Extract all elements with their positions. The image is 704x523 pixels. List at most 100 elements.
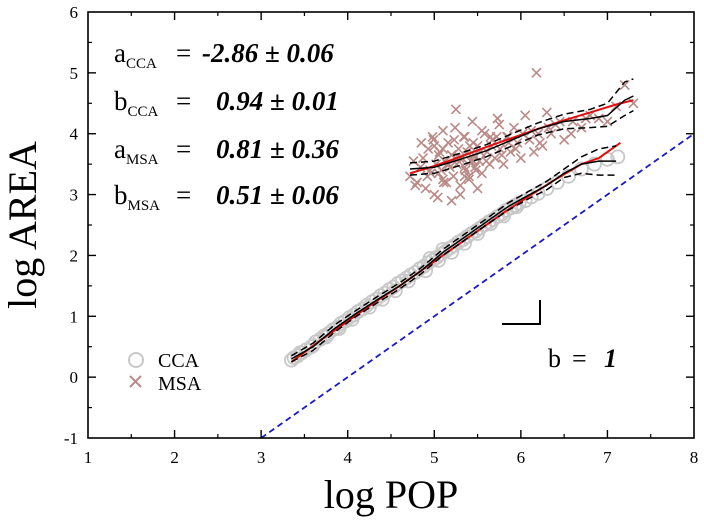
cca-upper-bound-line xyxy=(291,145,617,357)
cca-point xyxy=(292,345,308,361)
msa-point xyxy=(468,156,479,167)
msa-point xyxy=(492,113,503,124)
msa-point xyxy=(515,152,526,164)
cca-lower-bound-line xyxy=(291,172,617,363)
x-tick-label: 6 xyxy=(517,448,526,467)
annotation-eq: = xyxy=(176,38,191,68)
msa-point xyxy=(463,174,474,185)
msa-point xyxy=(437,174,449,185)
y-tick-label: 4 xyxy=(70,125,79,144)
cca-point xyxy=(305,338,321,353)
fit-parameters: aCCA = -2.86 ± 0.06 bCCA = 0.94 ± 0.01 a… xyxy=(114,38,339,214)
msa-point xyxy=(416,137,427,148)
msa-point xyxy=(449,122,461,133)
legend-msa-marker xyxy=(129,375,142,388)
msa-lower-bound-line xyxy=(409,109,634,176)
msa-point xyxy=(455,189,466,200)
msa-point xyxy=(467,116,478,127)
msa-point xyxy=(446,195,457,206)
msa-point xyxy=(494,119,505,130)
x-tick-label: 5 xyxy=(430,448,439,467)
msa-upper-bound-line xyxy=(409,78,634,164)
msa-point xyxy=(459,131,470,142)
cca-point xyxy=(344,311,360,327)
y-tick-label: 0 xyxy=(70,368,79,387)
y-axis-label: log AREA xyxy=(0,141,45,309)
msa-point xyxy=(512,137,523,148)
x-tick-label: 2 xyxy=(170,448,179,467)
msa-point xyxy=(505,146,516,158)
msa-point xyxy=(448,171,459,182)
x-tick-label: 7 xyxy=(603,448,612,467)
msa-point xyxy=(498,159,509,170)
legend: CCA MSA xyxy=(128,350,202,395)
cca-point xyxy=(587,156,602,172)
msa-point xyxy=(528,146,539,158)
annotation-value: 0.51 ± 0.06 xyxy=(216,180,339,210)
cca-point xyxy=(610,149,626,165)
msa-point xyxy=(472,183,483,194)
x-tick-label: 3 xyxy=(257,448,266,467)
msa-point xyxy=(469,162,481,173)
legend-cca-marker xyxy=(128,352,144,368)
slope-indicator: b = 1 xyxy=(502,300,617,373)
msa-point xyxy=(463,171,474,182)
msa-point xyxy=(455,180,466,191)
msa-point xyxy=(520,110,531,121)
annotation-eq: = xyxy=(176,86,191,116)
msa-point xyxy=(429,189,440,200)
msa-point xyxy=(410,180,421,191)
slope-value: 1 xyxy=(604,344,617,373)
msa-point xyxy=(481,156,492,167)
annotation-value: 0.81 ± 0.36 xyxy=(216,134,339,164)
y-tick-label: 6 xyxy=(70,3,79,22)
y-tick-label: -1 xyxy=(64,429,78,448)
annotation-eq: = xyxy=(176,180,191,210)
msa-point xyxy=(411,177,423,188)
msa-point xyxy=(541,107,552,118)
x-axis-label: log POP xyxy=(324,472,459,517)
msa-point xyxy=(602,116,613,127)
msa-point xyxy=(531,67,542,78)
y-tick-label: 3 xyxy=(70,186,79,205)
legend-msa-label: MSA xyxy=(158,373,202,395)
reference-line xyxy=(260,132,694,438)
x-tick-label: 1 xyxy=(84,448,93,467)
plot-area xyxy=(88,12,694,438)
slope-eq: = xyxy=(572,344,587,373)
msa-point xyxy=(468,137,479,148)
annotation-param: aCCA xyxy=(114,38,157,72)
msa-point xyxy=(566,128,577,139)
annotation-value: 0.94 ± 0.01 xyxy=(216,86,339,116)
x-tick-label: 8 xyxy=(690,448,699,467)
msa-point xyxy=(489,152,500,164)
y-tick-label: 5 xyxy=(70,64,79,83)
annotation-eq: = xyxy=(176,134,191,164)
msa-point xyxy=(534,137,545,148)
msa-point xyxy=(459,162,470,173)
cca-point xyxy=(509,199,524,215)
msa-point xyxy=(437,143,449,154)
msa-point xyxy=(420,183,431,194)
msa-point xyxy=(459,171,470,182)
slope-marker xyxy=(502,300,541,325)
msa-point xyxy=(510,143,521,154)
msa-nonparametric-line xyxy=(409,95,634,170)
legend-cca-label: CCA xyxy=(158,350,200,372)
cca-point xyxy=(303,339,319,355)
msa-point xyxy=(433,149,444,161)
msa-point xyxy=(476,125,487,136)
y-tick-label: 1 xyxy=(70,307,79,326)
annotation-param: bMSA xyxy=(114,180,160,214)
msa-point xyxy=(619,79,630,91)
annotation-param: bCCA xyxy=(114,86,159,120)
msa-point xyxy=(437,125,449,136)
msa-point xyxy=(449,134,460,145)
msa-point xyxy=(429,140,440,151)
cca-point xyxy=(387,283,403,299)
annotation-value: -2.86 ± 0.06 xyxy=(202,38,334,68)
msa-point xyxy=(593,113,604,124)
cca-point xyxy=(361,299,377,315)
slope-label: b xyxy=(548,344,561,373)
annotation-param: aMSA xyxy=(114,134,159,168)
